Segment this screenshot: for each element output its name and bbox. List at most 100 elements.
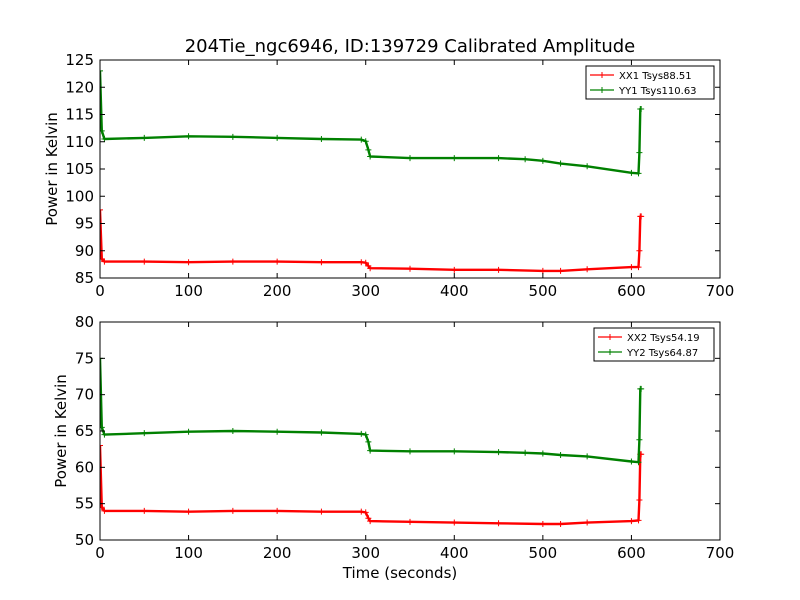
y-tick-label: 85 xyxy=(75,269,94,287)
data-point xyxy=(100,424,105,431)
y-tick-label: 125 xyxy=(65,51,94,69)
y-tick-label: 105 xyxy=(65,160,94,178)
data-point xyxy=(407,448,413,455)
data-point xyxy=(367,153,374,160)
data-point xyxy=(407,155,413,162)
legend-1: XX1 Tsys88.51 YY1 Tsys110.63 xyxy=(585,65,715,100)
legend-label: YY1 Tsys110.63 xyxy=(618,86,697,97)
data-point xyxy=(274,428,281,435)
data-point xyxy=(539,521,546,528)
data-point xyxy=(636,149,643,156)
data-point xyxy=(100,67,103,74)
legend-box xyxy=(585,65,715,100)
x-tick-label: 0 xyxy=(95,544,105,562)
data-point xyxy=(141,430,148,437)
plot-panel-2: 0 100 200 300 400 500 600 700 50 55 60 65 70 75 80 Powe… xyxy=(52,313,734,582)
series-line-1-1 xyxy=(100,209,642,273)
data-point xyxy=(522,156,529,163)
data-point xyxy=(100,206,103,213)
data-point xyxy=(495,449,502,456)
data-point xyxy=(362,259,369,266)
x-tick-label: 700 xyxy=(706,282,735,300)
x-axis-label: Time (seconds) xyxy=(342,564,458,582)
legend-2: XX2 Tsys54.19 YY2 Tsys64.87 xyxy=(593,327,715,362)
legend-box xyxy=(593,327,715,362)
x-tick-label: 200 xyxy=(263,544,292,562)
y-tick-label: 80 xyxy=(75,313,94,331)
data-point xyxy=(495,266,502,273)
data-point xyxy=(628,169,635,176)
figure-title: 204Tie_ngc6946, ID:139729 Calibrated Amp… xyxy=(185,36,636,57)
data-point xyxy=(101,136,108,143)
data-point xyxy=(229,507,236,514)
x-tick-label: 400 xyxy=(440,282,469,300)
data-point xyxy=(100,255,105,262)
data-point xyxy=(362,509,369,516)
data-point xyxy=(628,264,635,271)
data-point xyxy=(101,431,108,438)
y-tick-label: 110 xyxy=(65,133,94,151)
data-point xyxy=(557,521,564,528)
data-point xyxy=(367,518,374,525)
y-tick-label: 100 xyxy=(65,187,94,205)
y-tick-label: 55 xyxy=(75,495,94,513)
y-tick-label: 90 xyxy=(75,242,94,260)
data-point xyxy=(407,265,413,272)
data-point xyxy=(539,267,546,274)
data-point xyxy=(358,136,365,143)
data-point xyxy=(100,504,105,511)
data-point xyxy=(318,429,325,436)
data-point xyxy=(557,267,564,274)
data-point xyxy=(557,160,564,167)
data-point xyxy=(141,507,148,514)
data-point xyxy=(451,155,458,162)
data-point xyxy=(495,155,502,162)
data-point xyxy=(495,520,502,527)
data-point xyxy=(636,436,643,443)
data-point xyxy=(638,213,645,220)
data-point xyxy=(638,106,645,113)
y-tick-label: 115 xyxy=(65,106,94,124)
data-point xyxy=(638,385,645,392)
data-point xyxy=(636,497,643,504)
x-tick-label: 0 xyxy=(95,282,105,300)
data-point xyxy=(100,442,103,449)
data-point xyxy=(274,507,281,514)
data-point xyxy=(451,448,458,455)
data-point xyxy=(522,449,529,456)
y-tick-label: 75 xyxy=(75,349,94,367)
data-point xyxy=(628,518,635,525)
data-point xyxy=(635,517,642,524)
data-point xyxy=(274,134,281,141)
data-point xyxy=(141,134,148,141)
data-point xyxy=(229,133,236,140)
x-tick-label: 600 xyxy=(617,282,646,300)
x-tick-label: 200 xyxy=(263,282,292,300)
data-point xyxy=(367,447,374,454)
data-point xyxy=(584,519,591,526)
data-point xyxy=(141,258,148,265)
x-tick-label: 500 xyxy=(529,544,558,562)
plot-area-1 xyxy=(100,67,645,274)
data-point xyxy=(451,266,458,273)
data-point xyxy=(365,146,372,153)
data-point xyxy=(451,519,458,526)
data-point xyxy=(100,127,105,134)
x-tick-label: 300 xyxy=(351,282,380,300)
x-tick-label: 700 xyxy=(706,544,735,562)
x-tick-label: 100 xyxy=(174,282,203,300)
x-tick-label: 100 xyxy=(174,544,203,562)
y-tick-label: 60 xyxy=(75,458,94,476)
x-tick-label: 400 xyxy=(440,544,469,562)
data-point xyxy=(362,138,369,145)
data-point xyxy=(584,453,591,460)
data-point xyxy=(557,451,564,458)
plot-area-2 xyxy=(100,355,645,528)
series-line-2-1 xyxy=(100,445,642,526)
data-point xyxy=(539,450,546,457)
data-point xyxy=(318,259,325,266)
data-point xyxy=(636,247,643,254)
data-point xyxy=(584,163,591,170)
data-point xyxy=(185,259,192,266)
